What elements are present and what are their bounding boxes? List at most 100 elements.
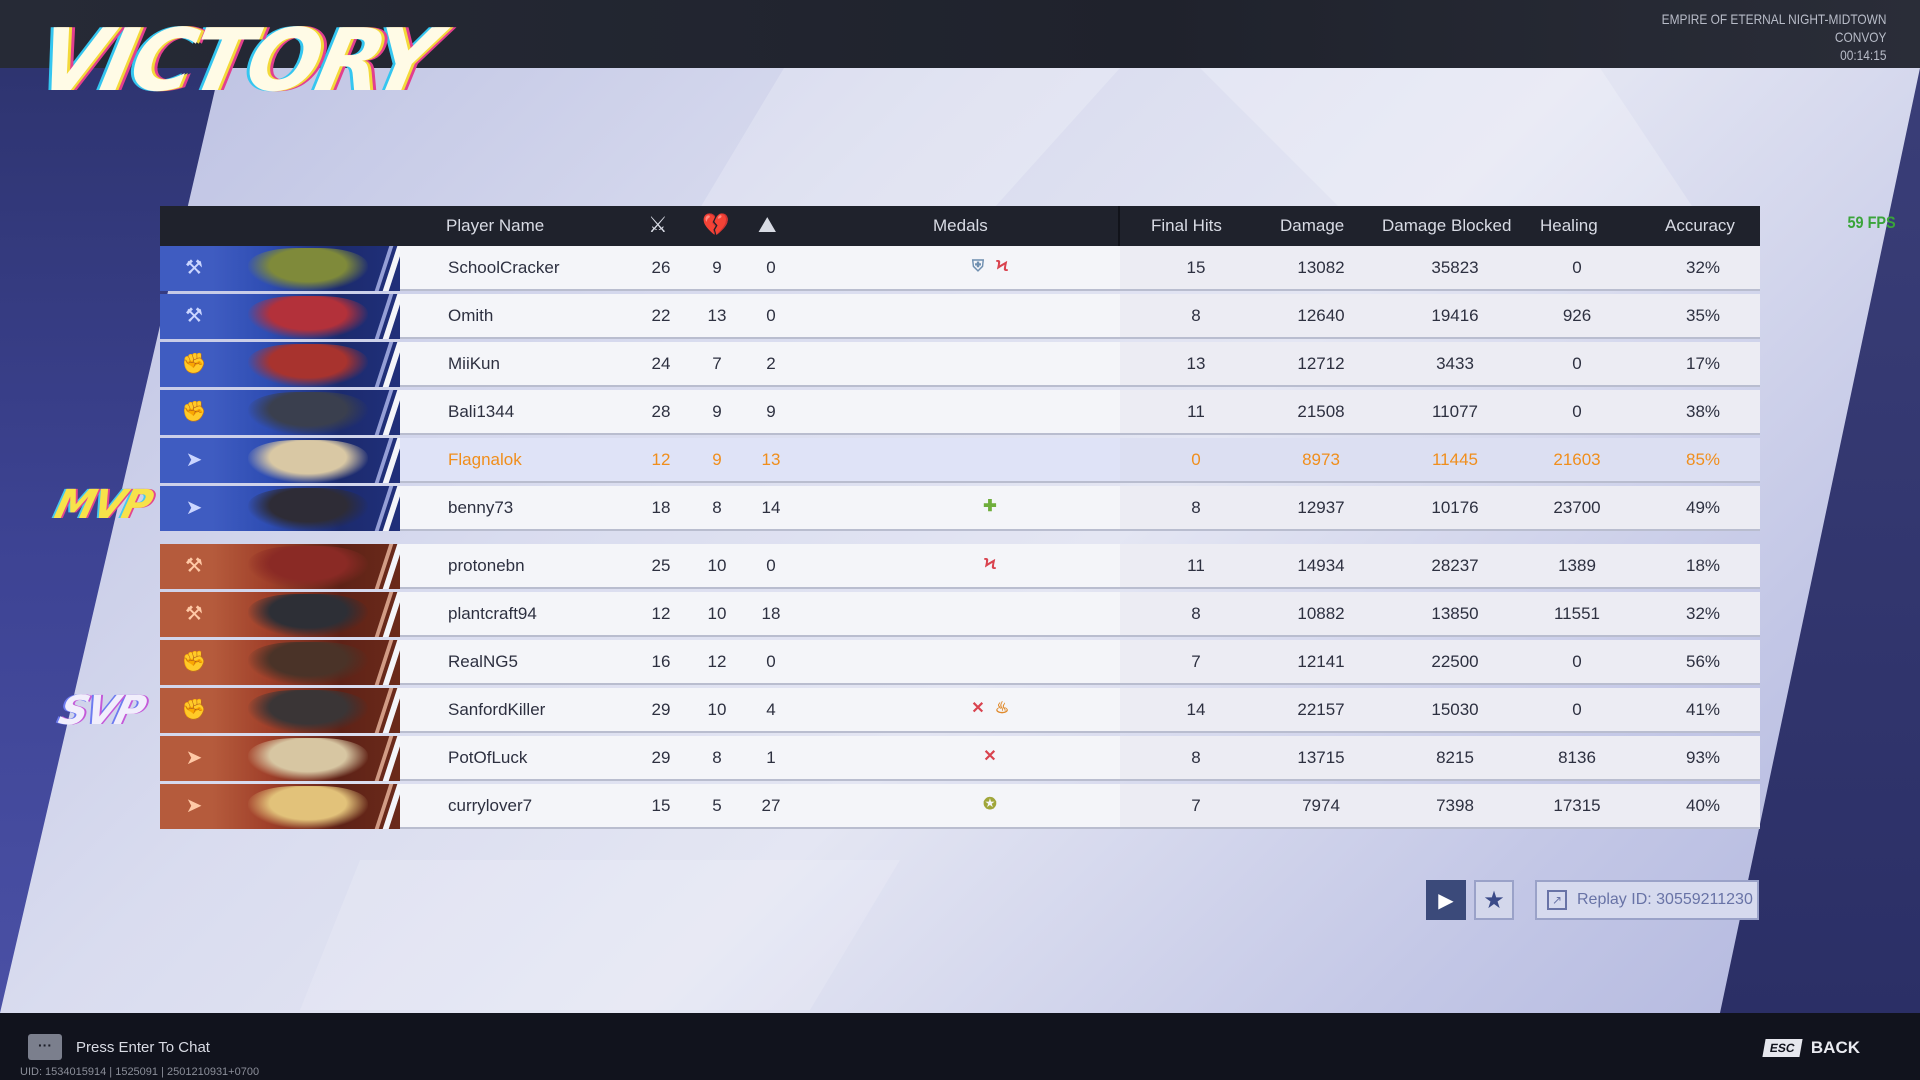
player-row[interactable]: ✊ SanfordKiller 29 10 4 ✕ ♨ 14 22157 1503… xyxy=(160,688,1760,733)
final-hits: 7 xyxy=(1191,796,1201,815)
hero-face xyxy=(248,546,368,589)
kills: 12 xyxy=(651,604,671,623)
replay-id-button[interactable]: ↗ Replay ID: 30559211230 xyxy=(1535,880,1759,920)
accuracy: 17% xyxy=(1685,354,1721,373)
player-row[interactable]: ⚒ plantcraft94 12 10 18 8 10882 13850 11… xyxy=(160,592,1760,637)
kills: 18 xyxy=(651,498,671,517)
player-row[interactable]: ✊ Bali1344 28 9 9 11 21508 11077 0 38% xyxy=(160,390,1760,435)
back-label: BACK xyxy=(1810,1038,1860,1057)
back-button[interactable]: ESC BACK xyxy=(1762,1038,1860,1058)
damage: 8973 xyxy=(1302,450,1340,469)
player-row[interactable]: ⚒ Omith 22 13 0 8 12640 19416 926 35% xyxy=(160,294,1760,339)
deaths: 9 xyxy=(712,402,722,421)
stats-background xyxy=(1120,736,1760,779)
stats-background xyxy=(1120,688,1760,731)
damage-blocked: 28237 xyxy=(1431,556,1479,575)
damage: 14934 xyxy=(1297,556,1345,575)
header-accuracy: Accuracy xyxy=(1665,216,1735,235)
deaths: 10 xyxy=(707,556,727,575)
hero-face xyxy=(248,642,368,685)
esc-key-hint: ESC xyxy=(1762,1039,1803,1057)
damage: 13082 xyxy=(1297,258,1345,277)
healing: 0 xyxy=(1572,402,1582,421)
hero-portrait: ➤ xyxy=(160,486,400,531)
hero-face xyxy=(248,738,368,781)
player-name: Bali1344 xyxy=(448,402,515,421)
header-medals: Medals xyxy=(933,216,988,235)
final-hits: 13 xyxy=(1186,354,1206,373)
final-hits: 8 xyxy=(1191,306,1201,325)
hero-portrait: ⚒ xyxy=(160,294,400,339)
assists: 0 xyxy=(766,258,776,277)
team-blue: ⚒ SchoolCracker 26 9 0 ⛨ Ϟ 15 13082 35823… xyxy=(160,246,1760,531)
damage: 12712 xyxy=(1297,354,1345,373)
accuracy: 32% xyxy=(1685,258,1721,277)
chat-prompt[interactable]: ··· Press Enter To Chat xyxy=(28,1034,210,1060)
assists: 1 xyxy=(766,748,776,767)
damage-blocked: 35823 xyxy=(1431,258,1479,277)
player-row[interactable]: ➤ currylover7 15 5 27 ✪ 7 7974 7398 1731… xyxy=(160,784,1760,829)
medals: ✚ xyxy=(930,496,1050,520)
healing: 11551 xyxy=(1553,604,1600,623)
final-hits: 0 xyxy=(1191,450,1201,469)
accuracy: 49% xyxy=(1685,498,1721,517)
player-name: protonebn xyxy=(448,556,525,575)
kills: 16 xyxy=(651,652,671,671)
accuracy: 56% xyxy=(1685,652,1721,671)
kills: 12 xyxy=(651,450,671,469)
damage-blocked: 19416 xyxy=(1431,306,1479,325)
damage-blocked: 22500 xyxy=(1431,652,1479,671)
player-row[interactable]: ➤ Flagnalok 12 9 13 0 8973 11445 21603 8… xyxy=(160,438,1760,483)
broken-heart-icon: 💔 xyxy=(702,212,730,237)
damage: 12141 xyxy=(1297,652,1345,671)
match-time: 00:14:15 xyxy=(1839,47,1886,63)
kills: 29 xyxy=(651,748,671,767)
play-icon: ▶ xyxy=(1438,889,1454,912)
damage-blocked: 8215 xyxy=(1436,748,1474,767)
healing: 8136 xyxy=(1558,748,1596,767)
favorite-button[interactable]: ★ xyxy=(1474,880,1514,920)
deaths: 9 xyxy=(712,450,722,469)
medals xyxy=(930,400,1050,424)
stats-background xyxy=(1120,640,1760,683)
vanguard-icon: ⚒ xyxy=(185,603,203,625)
healing: 17315 xyxy=(1553,796,1601,815)
player-row[interactable]: ⚒ SchoolCracker 26 9 0 ⛨ Ϟ 15 13082 35823… xyxy=(160,246,1760,291)
player-row[interactable]: ✊ MiiKun 24 7 2 13 12712 3433 0 17% xyxy=(160,342,1760,387)
assists: 0 xyxy=(766,652,776,671)
medals: ⛨ Ϟ xyxy=(930,256,1050,280)
chat-label: Press Enter To Chat xyxy=(76,1038,210,1056)
player-row[interactable]: ⚒ protonebn 25 10 0 Ϟ 11 14934 28237 138… xyxy=(160,544,1760,589)
kills: 29 xyxy=(651,700,671,719)
svp-badge: SVP xyxy=(54,688,149,734)
kills: 25 xyxy=(651,556,671,575)
player-row[interactable]: ➤ PotOfLuck 29 8 1 ✕ 8 13715 8215 8136 9… xyxy=(160,736,1760,781)
deaths: 5 xyxy=(712,796,722,815)
hero-portrait: ⚒ xyxy=(160,592,400,637)
hero-portrait: ➤ xyxy=(160,438,400,483)
duelist-icon: ✊ xyxy=(181,353,207,375)
healing: 0 xyxy=(1572,652,1582,671)
hero-face xyxy=(248,392,368,435)
player-row[interactable]: ➤ benny73 18 8 14 ✚ 8 12937 10176 23700 … xyxy=(160,486,1760,531)
damage-blocked: 3433 xyxy=(1436,354,1474,373)
damage-blocked: 11445 xyxy=(1431,450,1478,469)
stats-background xyxy=(1120,294,1760,337)
player-row[interactable]: ✊ RealNG5 16 12 0 7 12141 22500 0 56% xyxy=(160,640,1760,685)
header-damage: Damage xyxy=(1280,216,1345,235)
kills-medal-icon: ✕ xyxy=(971,700,985,717)
bg-shard xyxy=(300,860,900,1010)
kills: 26 xyxy=(651,258,671,277)
healing: 23700 xyxy=(1553,498,1601,517)
strategist-icon: ➤ xyxy=(185,449,203,471)
kills: 24 xyxy=(651,354,671,373)
player-name: PotOfLuck xyxy=(448,748,528,767)
chat-icon: ··· xyxy=(28,1034,62,1060)
deaths: 12 xyxy=(707,652,727,671)
play-replay-button[interactable]: ▶ xyxy=(1426,880,1466,920)
star-icon: ★ xyxy=(1483,886,1505,914)
damage: 13715 xyxy=(1297,748,1345,767)
damage: 22157 xyxy=(1297,700,1345,719)
header-final-hits: Final Hits xyxy=(1151,216,1222,235)
hero-portrait: ➤ xyxy=(160,784,400,829)
